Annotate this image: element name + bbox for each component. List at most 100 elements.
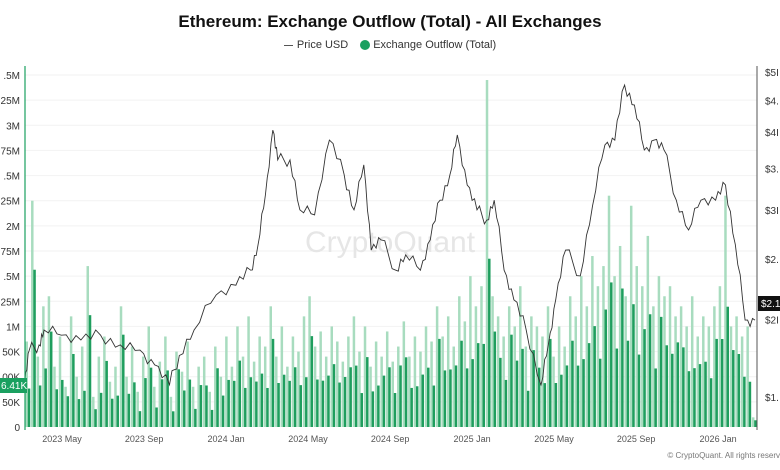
outflow-bar [659,316,663,427]
outflow-bar [293,367,297,427]
outflow-bar [402,321,406,427]
outflow-bar [393,393,397,427]
outflow-bar [613,276,616,427]
outflow-bar [449,369,452,427]
right-tick-label: $1. [765,393,779,404]
outflow-bar [291,336,295,427]
outflow-bar [452,346,455,427]
right-tick-label: $5I [765,68,779,79]
outflow-bar [308,296,311,427]
outflow-bar [230,366,234,427]
outflow-bar [476,343,480,427]
outflow-bar [249,377,253,427]
outflow-bar [735,316,738,427]
outflow-bar [343,376,347,427]
outflow-bar [690,296,694,427]
outflow-bar [485,80,489,428]
outflow-bar [147,326,150,427]
legend: Price USD Exchange Outflow (Total) [0,39,780,51]
outflow-bar [657,276,661,427]
outflow-bar [524,346,528,427]
outflow-bar [743,376,746,427]
legend-price[interactable]: Price USD [296,39,349,52]
left-tick-label: 25M [1,96,20,107]
outflow-bar [92,396,95,427]
outflow-bar [366,357,369,427]
outflow-bar [587,343,591,427]
outflow-bar [341,361,345,427]
outflow-bar [191,386,195,427]
outflow-bar [97,356,101,427]
outflow-bar [208,391,211,427]
outflow-bar [646,235,650,427]
outflow-bar [144,378,147,427]
outflow-bar [214,346,217,427]
outflow-bar [130,346,134,427]
outflow-bar [641,286,644,427]
outflow-bar [715,338,718,427]
outflow-bar [86,266,89,427]
x-tick-label: 2024 Sep [371,434,410,444]
outflow-bar [648,314,652,427]
outflow-bar [563,346,566,427]
outflow-bar [360,393,363,427]
outflow-bar [83,390,86,427]
x-tick-label: 2025 May [534,434,574,444]
outflow-bar [382,375,386,427]
copyright: © CryptoQuant. All rights reserv [667,451,780,460]
outflow-bar [504,379,508,427]
outflow-bar [707,326,711,427]
outflow-bar [404,357,408,427]
outflow-bar [352,316,356,427]
outflow-bar [635,266,638,427]
outflow-bar [732,350,735,427]
outflow-bar [399,365,402,427]
left-tick-label: .5M [3,172,20,183]
outflow-bar [374,341,378,427]
outflow-bar [288,380,291,427]
outflow-bar [186,341,189,427]
outflow-bar [671,353,674,427]
outflow-bar [380,356,383,427]
left-tick-label: .5M [3,71,20,82]
current-outflow-label: 6.41K [1,381,27,392]
outflow-bar [604,309,607,427]
outflow-bar [69,316,73,427]
outflow-bar [210,409,214,427]
outflow-bar [197,366,200,427]
outflow-bar [316,379,319,427]
legend-outflow[interactable]: Exchange Outflow (Total) [373,39,497,52]
outflow-bar [388,367,391,427]
outflow-bar [610,282,613,427]
outflow-bar [103,336,106,427]
outflow-bar [602,266,605,427]
outflow-bar [668,286,672,427]
outflow-bar [526,390,530,427]
outflow-bar [269,306,272,427]
outflow-bar [465,368,469,427]
outflow-bar [49,331,53,427]
outflow-bar [175,351,178,427]
outflow-bar [652,306,655,427]
outflow-bar [515,360,519,427]
outflow-bar [626,340,630,427]
outflow-bar [435,306,439,427]
outflow-bar [42,306,45,427]
outflow-bar [77,399,81,427]
legend-line-marker [283,44,293,46]
outflow-bar [580,276,583,427]
x-tick-label: 2023 Sep [125,434,164,444]
outflow-bar [751,417,755,427]
outflow-bar [748,381,752,427]
outflow-bar [141,356,145,427]
current-price-label: $2.1 [761,299,780,310]
outflow-bar [188,379,192,427]
outflow-bar [280,326,284,427]
outflow-bar [713,306,716,427]
outflow-bar [38,385,42,427]
outflow-bar [702,316,705,427]
outflow-bar [521,348,524,427]
left-tick-label: 25M [1,297,20,308]
outflow-bar [247,316,250,427]
outflow-bar [427,367,430,427]
